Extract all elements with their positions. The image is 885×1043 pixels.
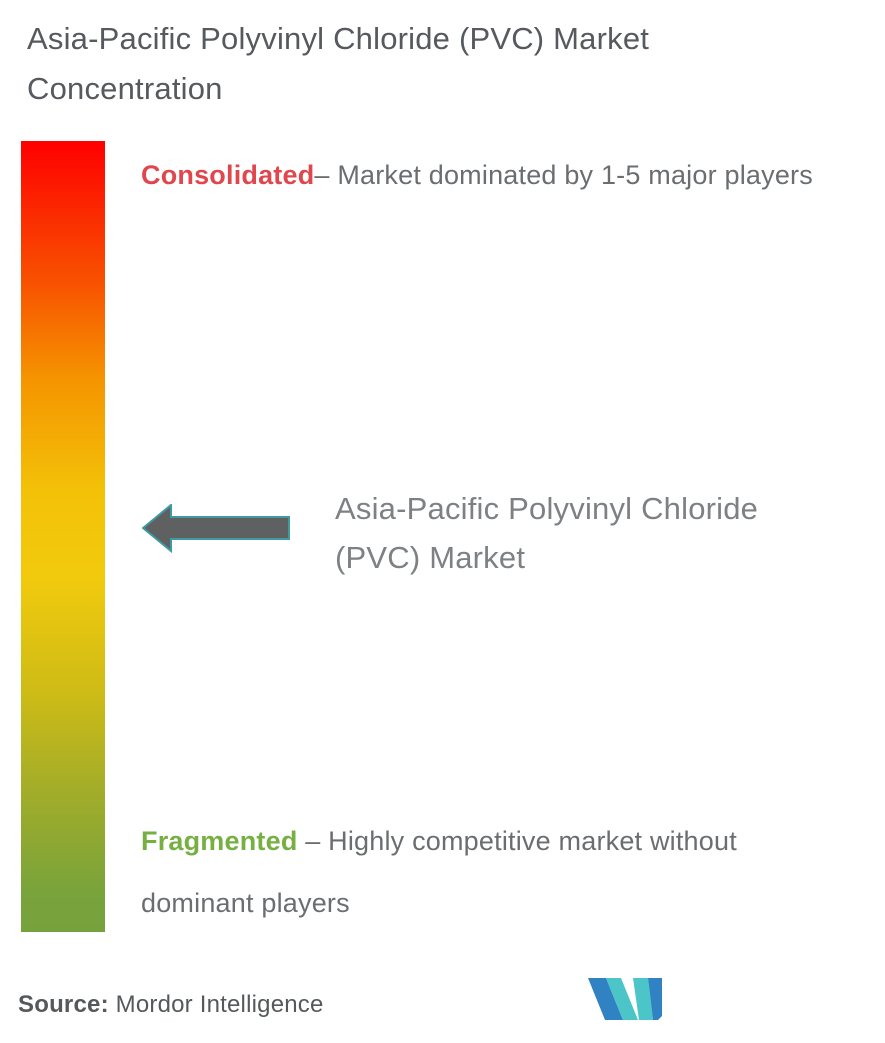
- page-title: Asia-Pacific Polyvinyl Chloride (PVC) Ma…: [27, 21, 650, 106]
- consolidated-description: Consolidated– Market dominated by 1-5 ma…: [141, 144, 831, 206]
- concentration-gradient-bar: [21, 141, 105, 932]
- consolidated-text: – Market dominated by 1-5 major players: [314, 160, 813, 190]
- source-label: Source:: [18, 991, 109, 1018]
- fragmented-description: Fragmented – Highly competitive market w…: [141, 810, 841, 934]
- mordor-intelligence-logo-icon: [588, 978, 662, 1020]
- market-label: Asia-Pacific Polyvinyl Chloride (PVC) Ma…: [335, 491, 759, 575]
- fragmented-text: – Highly competitive market without domi…: [141, 826, 737, 918]
- source-attribution: Source: Mordor Intelligence: [18, 991, 324, 1019]
- left-arrow-icon: [142, 504, 290, 553]
- source-name: Mordor Intelligence: [115, 991, 324, 1018]
- consolidated-label: Consolidated: [141, 160, 315, 190]
- fragmented-label: Fragmented: [141, 826, 298, 856]
